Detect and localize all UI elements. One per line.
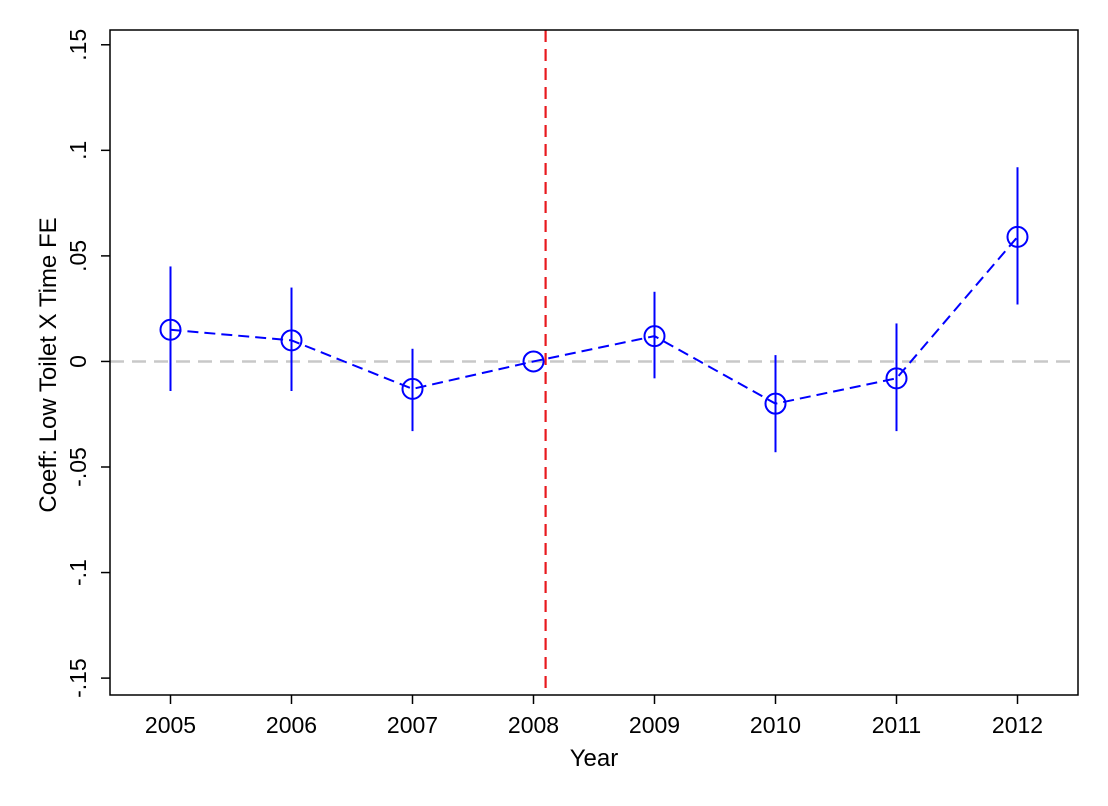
data-point: [401, 377, 424, 400]
y-tick-label: -.1: [65, 559, 91, 586]
series-line: [170, 236, 1019, 405]
x-axis-label: Year: [570, 745, 619, 772]
y-tick-label: .05: [65, 240, 91, 272]
plot-frame: [109, 29, 1079, 696]
data-point: [764, 392, 787, 415]
y-axis: -.15 -.1 -.05 0 .05 .1 .15: [65, 29, 110, 698]
y-axis-label: Coeff: Low Toilet X Time FE: [35, 217, 62, 512]
x-tick-label: 2009: [629, 712, 680, 738]
y-tick-label: .1: [65, 141, 91, 160]
data-point: [280, 329, 303, 352]
x-tick-label: 2012: [992, 712, 1043, 738]
x-tick-label: 2005: [145, 712, 196, 738]
y-tick-label: -.15: [65, 658, 91, 698]
plot-area: [110, 30, 1078, 695]
y-tick-label: 0: [65, 355, 91, 368]
x-axis: 2005 2006 2007 2008 2009 2010 2011 2012: [145, 695, 1043, 738]
data-point: [522, 350, 545, 373]
x-tick-label: 2008: [508, 712, 559, 738]
y-tick-label: .15: [65, 29, 91, 61]
x-tick-label: 2010: [750, 712, 801, 738]
data-point: [1006, 225, 1029, 248]
x-tick-label: 2011: [872, 712, 921, 738]
data-point: [643, 325, 666, 348]
data-point: [885, 367, 908, 390]
y-tick-label: -.05: [65, 447, 91, 487]
x-tick-label: 2006: [266, 712, 317, 738]
x-tick-label: 2007: [387, 712, 438, 738]
data-point: [159, 318, 182, 341]
